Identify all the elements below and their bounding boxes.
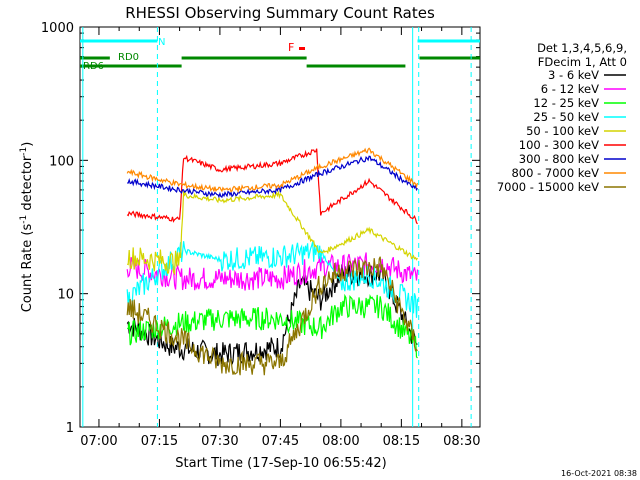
legend-entry-label: 100 - 300 keV	[519, 138, 599, 152]
rd0-flag-label: RD0	[118, 52, 139, 63]
y-tick-label: 10	[57, 288, 74, 303]
y-axis-label: Count Rate (s-1 detector-1)	[19, 142, 35, 313]
series-line	[126, 147, 419, 194]
x-tick-label: 07:00	[80, 434, 117, 449]
legend-entry-label: 7000 - 15000 keV	[497, 180, 599, 194]
series-line	[126, 148, 418, 225]
legend-entry-label: 300 - 800 keV	[519, 152, 599, 166]
flag-bars	[80, 27, 480, 427]
x-tick-label: 07:30	[201, 434, 238, 449]
x-tick-label: 07:15	[141, 434, 178, 449]
night-flag-label: N	[158, 37, 165, 48]
x-tick-label: 07:45	[262, 434, 299, 449]
x-tick-label: 08:00	[322, 434, 359, 449]
series-line	[127, 293, 418, 359]
series-line	[126, 190, 418, 276]
series-line	[126, 256, 418, 376]
y-tick-label: 1	[66, 421, 74, 436]
series-group	[126, 147, 419, 376]
legend-title-line1: Det 1,3,4,5,6,9,	[537, 41, 627, 55]
chart-title: RHESSI Observing Summary Count Rates	[125, 4, 435, 22]
y-tick-label: 1000	[41, 21, 74, 36]
x-tick-label: 08:30	[443, 434, 480, 449]
legend-entry-label: 12 - 25 keV	[533, 96, 599, 110]
legend-title-line2: FDecim 1, Att 0	[538, 55, 627, 69]
x-axis-label: Start Time (17-Sep-10 06:55:42)	[175, 456, 386, 471]
legend-entry-label: 800 - 7000 keV	[511, 166, 599, 180]
axis-ticks: 1 10 100 1000 07:00 07:15 07:30 07:45 08:00 08:15…	[41, 21, 481, 449]
timestamp: 16-Oct-2021 08:38	[561, 469, 637, 478]
legend-entry-label: 50 - 100 keV	[526, 124, 599, 138]
flare-flag-label: F	[288, 41, 294, 54]
flare-flag-mark	[299, 47, 305, 50]
x-tick-label: 08:15	[383, 434, 420, 449]
y-tick-label: 100	[49, 154, 74, 169]
legend-entry-label: 3 - 6 keV	[548, 68, 599, 82]
legend-entry-label: 25 - 50 keV	[533, 110, 599, 124]
series-line	[127, 155, 418, 199]
series-line	[126, 263, 418, 367]
legend-entry-label: 6 - 12 keV	[541, 82, 599, 96]
